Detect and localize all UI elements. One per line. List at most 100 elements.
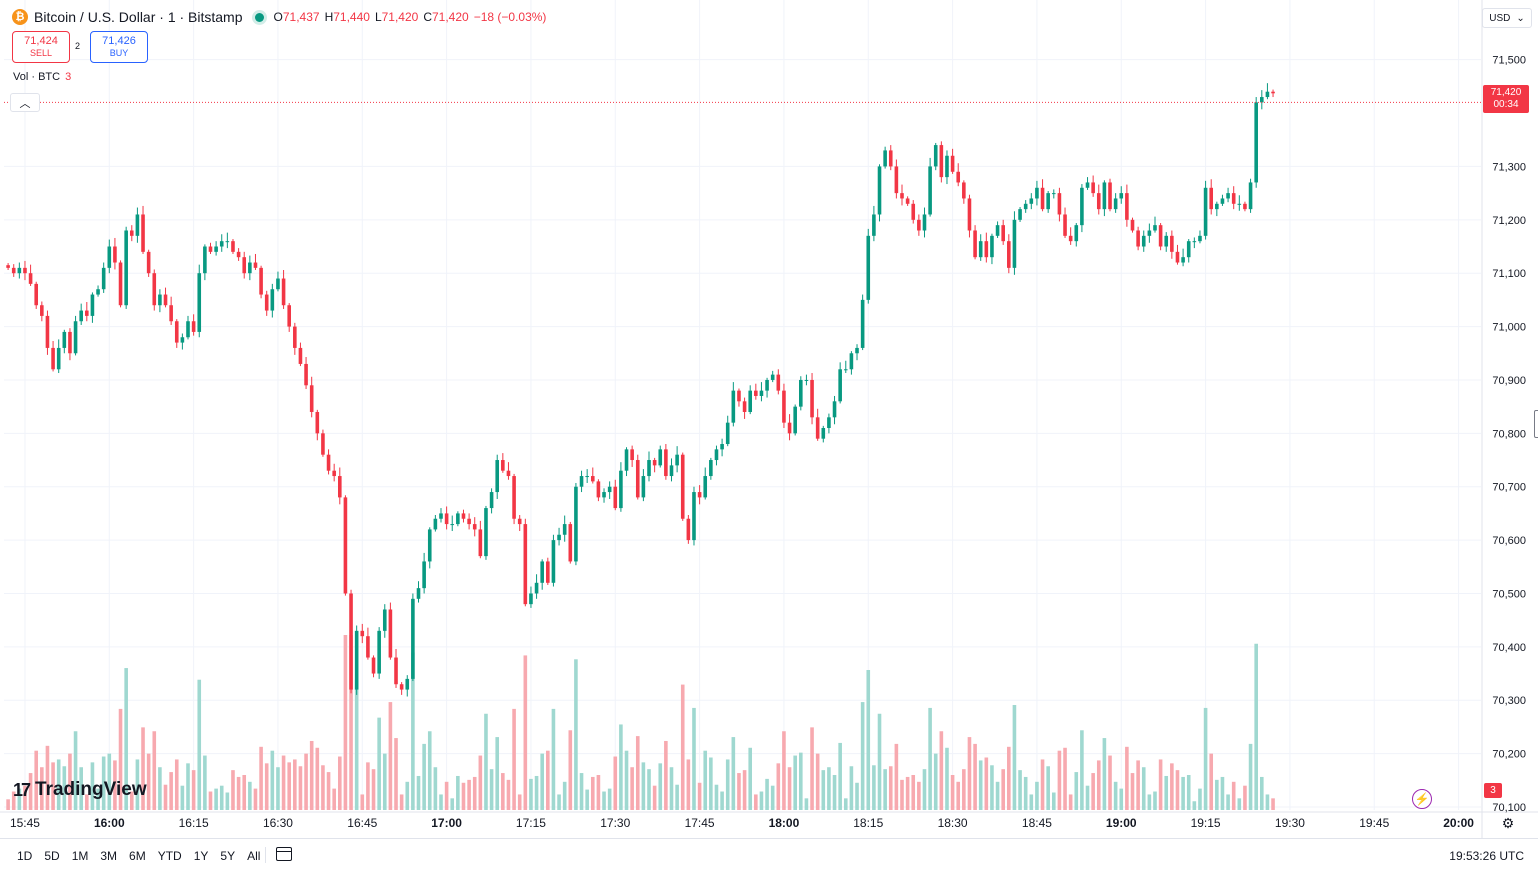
candle[interactable] bbox=[1068, 235, 1073, 242]
candle[interactable] bbox=[770, 374, 775, 380]
candle[interactable] bbox=[872, 214, 876, 236]
candle[interactable] bbox=[1260, 97, 1264, 103]
candle[interactable] bbox=[321, 433, 325, 455]
candle[interactable] bbox=[1130, 219, 1135, 231]
candle[interactable] bbox=[692, 492, 696, 541]
candle[interactable] bbox=[242, 257, 247, 274]
price-chart[interactable]: 71,500 71,300 71,200 71,100 71,000 70,900 70,8… bbox=[0, 0, 1538, 838]
sell-button[interactable]: 71,424 SELL bbox=[12, 31, 70, 63]
candle[interactable] bbox=[962, 182, 966, 199]
candle[interactable] bbox=[973, 230, 977, 258]
candle[interactable] bbox=[568, 524, 573, 562]
candle[interactable] bbox=[815, 417, 820, 439]
candle[interactable] bbox=[354, 630, 359, 690]
candle[interactable] bbox=[1001, 225, 1005, 242]
candle[interactable] bbox=[675, 454, 679, 466]
candle[interactable] bbox=[933, 145, 938, 167]
candle[interactable] bbox=[68, 331, 72, 354]
candle[interactable] bbox=[281, 278, 286, 306]
candle[interactable] bbox=[990, 235, 994, 258]
candle[interactable] bbox=[714, 449, 719, 461]
candle[interactable] bbox=[349, 593, 353, 690]
candle[interactable] bbox=[1102, 182, 1107, 210]
candle[interactable] bbox=[478, 529, 483, 557]
candle[interactable] bbox=[1192, 241, 1197, 243]
candle[interactable] bbox=[995, 225, 1000, 236]
candle[interactable] bbox=[1051, 193, 1056, 195]
candle[interactable] bbox=[444, 513, 449, 525]
candle[interactable] bbox=[551, 540, 556, 583]
candle[interactable] bbox=[635, 460, 640, 498]
candle[interactable] bbox=[658, 449, 663, 466]
candle[interactable] bbox=[1096, 193, 1101, 210]
candle[interactable] bbox=[1119, 193, 1124, 199]
candle[interactable] bbox=[523, 524, 528, 605]
candle[interactable] bbox=[782, 390, 786, 423]
candle[interactable] bbox=[360, 630, 365, 637]
candle[interactable] bbox=[56, 347, 61, 370]
candle[interactable] bbox=[62, 331, 67, 348]
candle[interactable] bbox=[939, 145, 944, 178]
candle[interactable] bbox=[540, 561, 544, 583]
candle[interactable] bbox=[467, 518, 471, 525]
candle[interactable] bbox=[332, 470, 336, 477]
candle[interactable] bbox=[1113, 198, 1118, 210]
candle[interactable] bbox=[1007, 241, 1011, 268]
range-button-1m[interactable]: 1M bbox=[71, 849, 89, 863]
candle[interactable] bbox=[124, 230, 128, 306]
candle[interactable] bbox=[214, 246, 218, 252]
candle[interactable] bbox=[928, 166, 932, 215]
candle[interactable] bbox=[1018, 209, 1022, 220]
buy-button[interactable]: 71,426 BUY bbox=[90, 31, 148, 63]
settings-gear-icon[interactable]: ⚙ bbox=[1501, 815, 1515, 831]
candle[interactable] bbox=[686, 518, 691, 541]
candle[interactable] bbox=[956, 171, 961, 183]
candle[interactable] bbox=[1040, 187, 1045, 210]
candle[interactable] bbox=[23, 267, 27, 274]
candle[interactable] bbox=[208, 246, 213, 252]
candle[interactable] bbox=[450, 524, 455, 526]
candle[interactable] bbox=[484, 508, 488, 557]
candle[interactable] bbox=[219, 241, 224, 247]
candle[interactable] bbox=[152, 273, 157, 306]
candle[interactable] bbox=[720, 444, 724, 450]
candle[interactable] bbox=[501, 460, 505, 471]
candle[interactable] bbox=[860, 299, 865, 348]
candle[interactable] bbox=[6, 265, 10, 268]
candle[interactable] bbox=[1248, 182, 1253, 210]
candle[interactable] bbox=[562, 524, 567, 535]
candle[interactable] bbox=[613, 486, 618, 509]
candle[interactable] bbox=[742, 401, 747, 412]
candle[interactable] bbox=[978, 241, 983, 258]
candle[interactable] bbox=[472, 524, 477, 530]
candle[interactable] bbox=[888, 150, 893, 167]
candle[interactable] bbox=[276, 278, 280, 290]
candle[interactable] bbox=[287, 305, 291, 327]
candle[interactable] bbox=[388, 609, 393, 658]
candle[interactable] bbox=[624, 449, 629, 471]
candle[interactable] bbox=[1080, 187, 1084, 226]
symbol-title[interactable]: Bitcoin / U.S. Dollar · 1 · Bitstamp bbox=[34, 9, 243, 25]
candle[interactable] bbox=[1203, 187, 1208, 236]
candle[interactable] bbox=[950, 155, 955, 172]
candle[interactable] bbox=[399, 684, 404, 690]
candle[interactable] bbox=[838, 369, 842, 402]
volume-legend[interactable]: Vol · BTC 3 bbox=[13, 71, 71, 83]
candle[interactable] bbox=[1254, 102, 1258, 183]
candle[interactable] bbox=[394, 657, 398, 685]
candle[interactable] bbox=[1074, 225, 1079, 242]
candle[interactable] bbox=[900, 193, 904, 199]
candle[interactable] bbox=[1141, 235, 1146, 247]
candle[interactable] bbox=[433, 518, 438, 530]
range-button-1y[interactable]: 1Y bbox=[193, 849, 209, 863]
candle[interactable] bbox=[371, 657, 376, 674]
candle[interactable] bbox=[40, 305, 44, 316]
range-button-ytd[interactable]: YTD bbox=[157, 849, 182, 863]
candle[interactable] bbox=[1243, 203, 1247, 210]
candle[interactable] bbox=[264, 294, 269, 311]
candle[interactable] bbox=[894, 166, 899, 194]
candle[interactable] bbox=[141, 214, 145, 252]
candle[interactable] bbox=[1158, 225, 1163, 247]
candle[interactable] bbox=[652, 460, 657, 466]
candle[interactable] bbox=[641, 476, 646, 498]
